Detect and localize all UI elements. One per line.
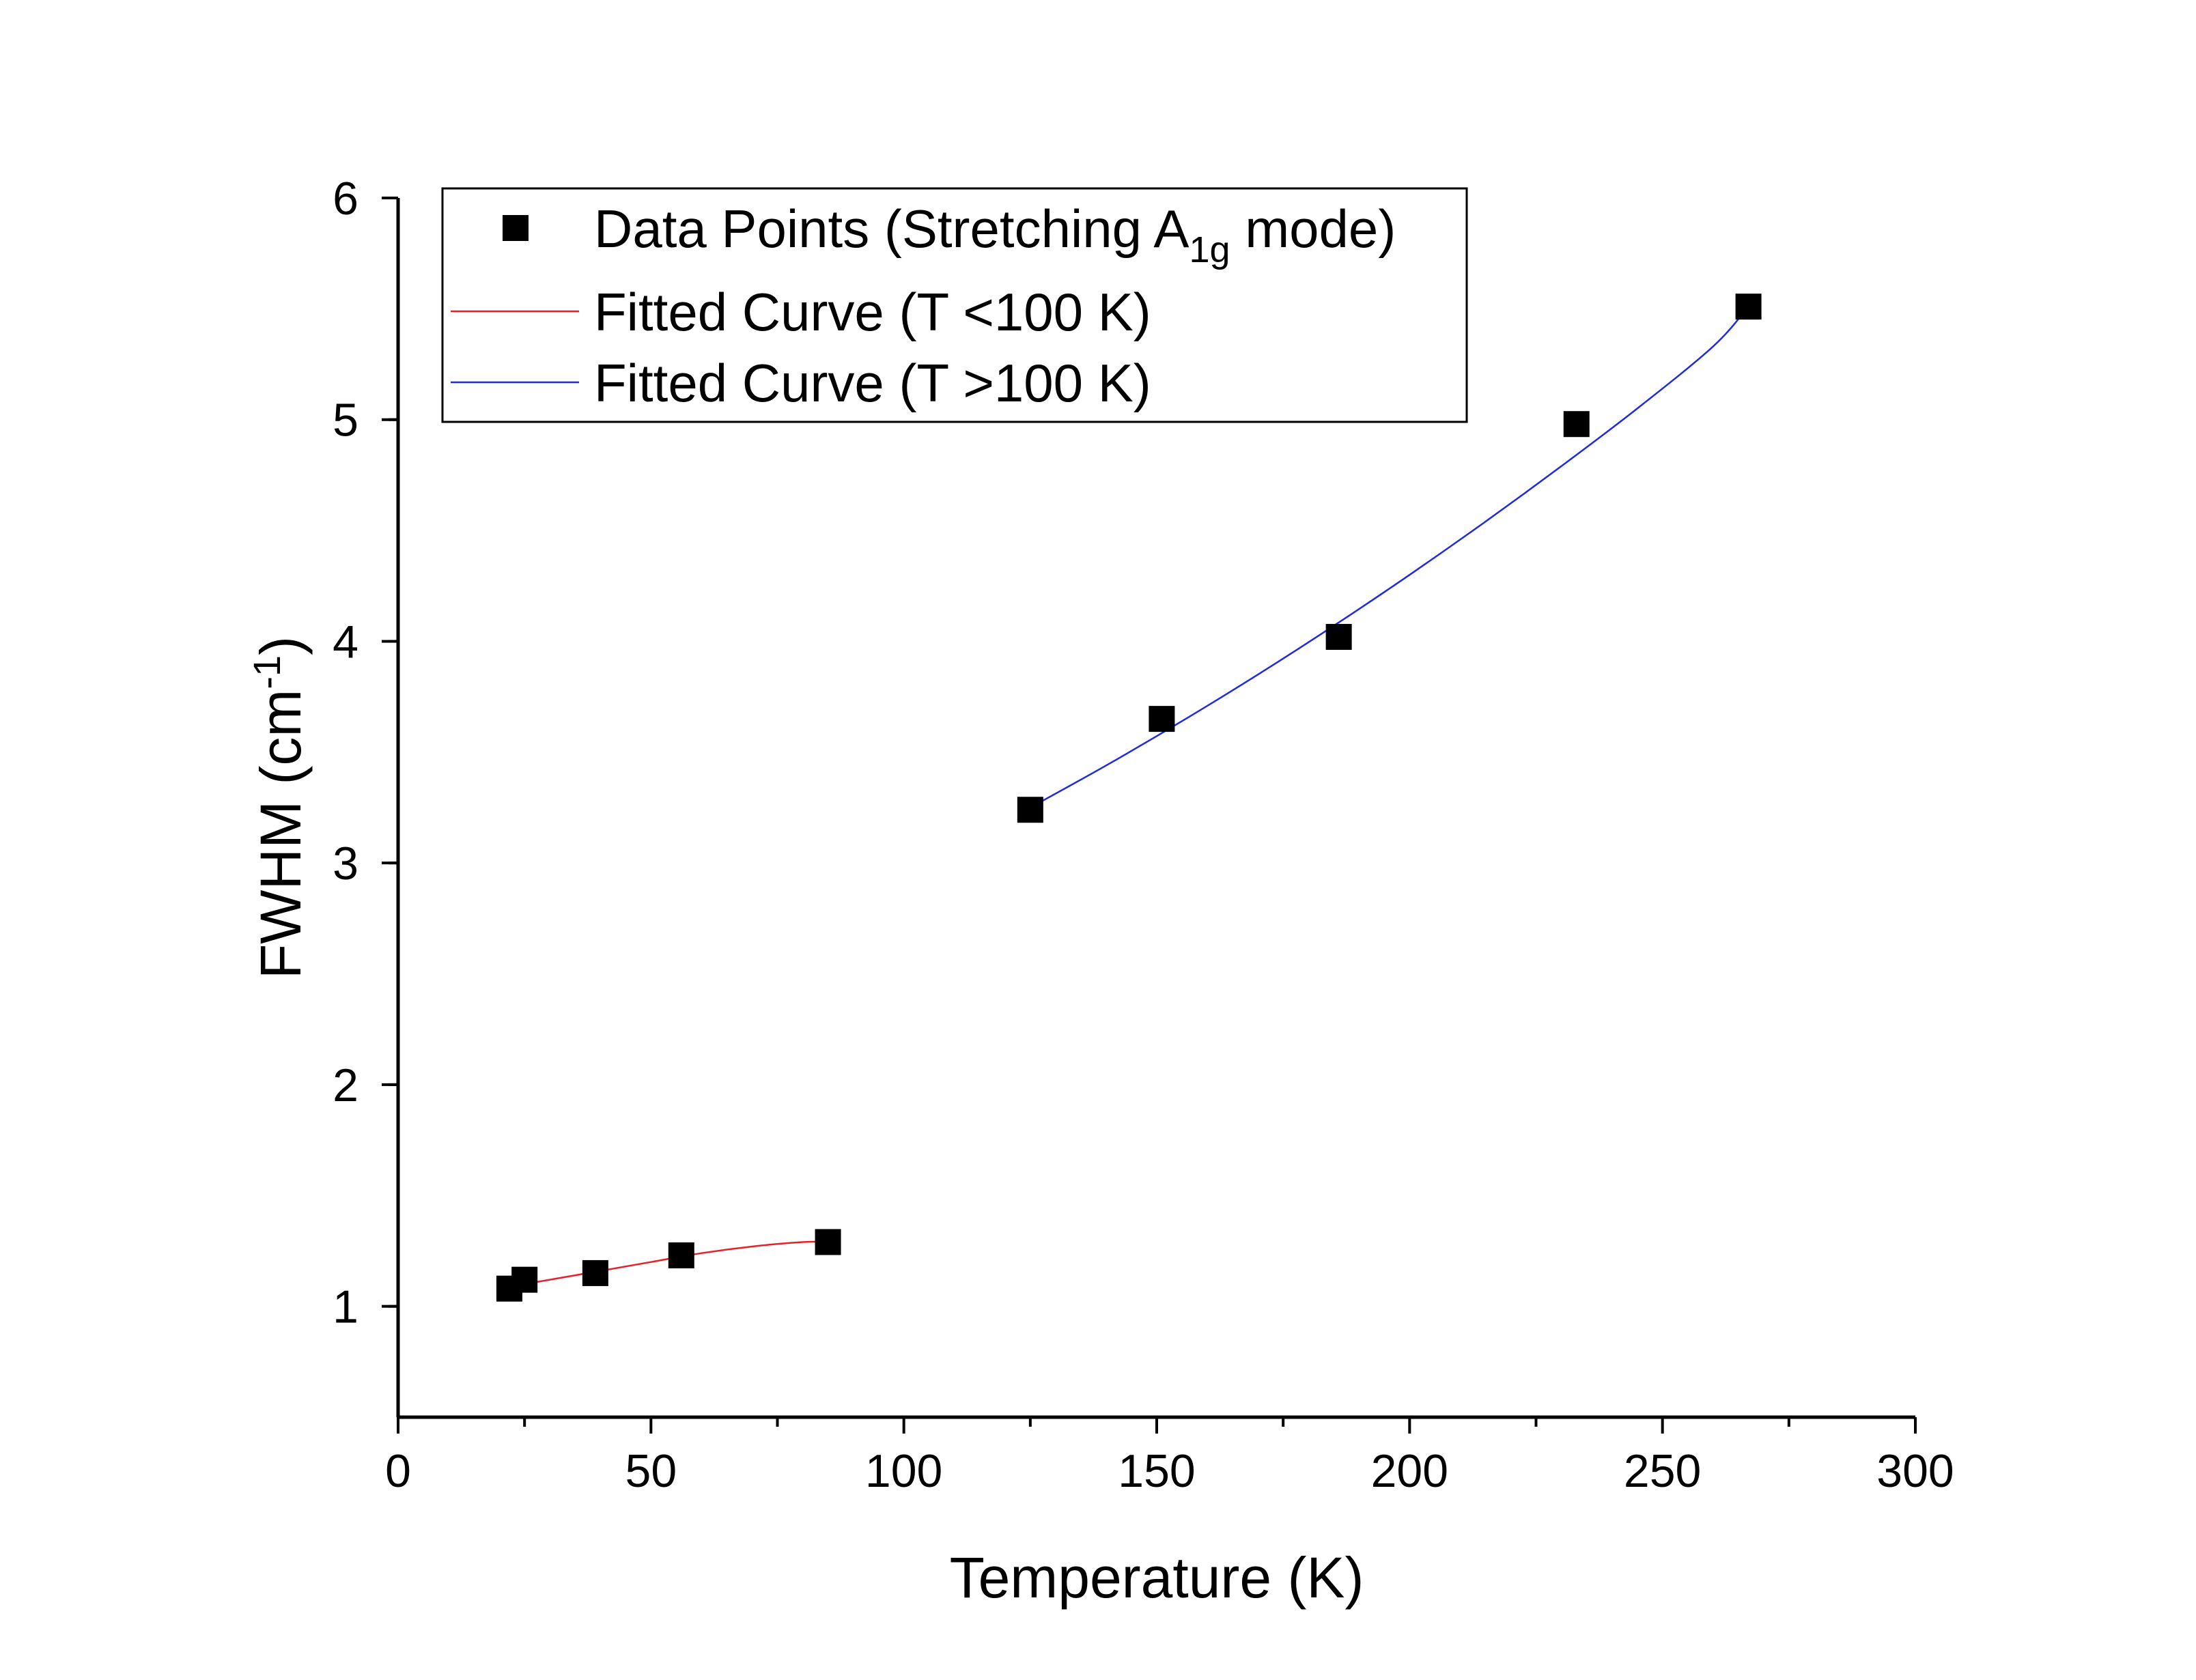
- y-tick-label: 4: [333, 616, 358, 668]
- ticks-layer: 0 50 100 150 200 250 300 1 2 3 4 5 6: [333, 173, 1954, 1497]
- fitted-curve-high-temp: [1030, 306, 1749, 809]
- data-point-marker: [1017, 797, 1043, 823]
- legend-label-fit-low: Fitted Curve (T <100 K): [594, 282, 1151, 342]
- y-axis-title-superscript: -1: [245, 655, 288, 689]
- fitted-curves-layer: [509, 306, 1749, 1287]
- y-tick-label: 1: [333, 1281, 358, 1333]
- x-tick-label: 200: [1371, 1445, 1448, 1497]
- x-tick-label: 0: [385, 1445, 411, 1497]
- y-axis-title-main: FWHM (cm: [249, 689, 313, 980]
- x-tick-label: 300: [1876, 1445, 1954, 1497]
- y-axis-title: FWHM (cm-1): [245, 636, 313, 979]
- legend-box: [441, 187, 1468, 423]
- y-tick-label: 3: [333, 838, 358, 889]
- data-point-marker: [511, 1266, 538, 1293]
- data-point-marker: [815, 1229, 841, 1255]
- y-tick-label: 2: [333, 1059, 358, 1111]
- legend-label-data-points-main: Data Points (Stretching A: [594, 199, 1189, 259]
- x-tick-label: 250: [1624, 1445, 1701, 1497]
- x-axis-title: Temperature (K): [950, 1546, 1364, 1610]
- data-point-marker: [1325, 623, 1352, 650]
- y-tick-label: 6: [333, 173, 358, 225]
- x-tick-label: 100: [865, 1445, 942, 1497]
- legend: Data Points (Stretching A1g mode) Fitted…: [441, 187, 1468, 423]
- y-tick-label: 5: [333, 395, 358, 446]
- data-point-marker: [582, 1259, 608, 1286]
- legend-label-fit-high: Fitted Curve (T >100 K): [594, 353, 1151, 413]
- data-point-marker: [668, 1242, 694, 1268]
- data-points-layer: [496, 294, 1762, 1302]
- x-tick-label: 50: [625, 1445, 677, 1497]
- data-point-marker: [1735, 294, 1762, 320]
- data-point-marker: [1563, 411, 1590, 438]
- data-point-marker: [1149, 706, 1175, 732]
- legend-marker-data-points: [503, 215, 529, 241]
- y-axis-title-end: ): [249, 636, 313, 655]
- x-tick-label: 150: [1118, 1445, 1195, 1497]
- legend-label-data-points: Data Points (Stretching A1g mode): [594, 199, 1396, 270]
- legend-label-data-points-end: mode): [1230, 199, 1396, 259]
- legend-label-data-points-subscript: 1g: [1189, 229, 1230, 270]
